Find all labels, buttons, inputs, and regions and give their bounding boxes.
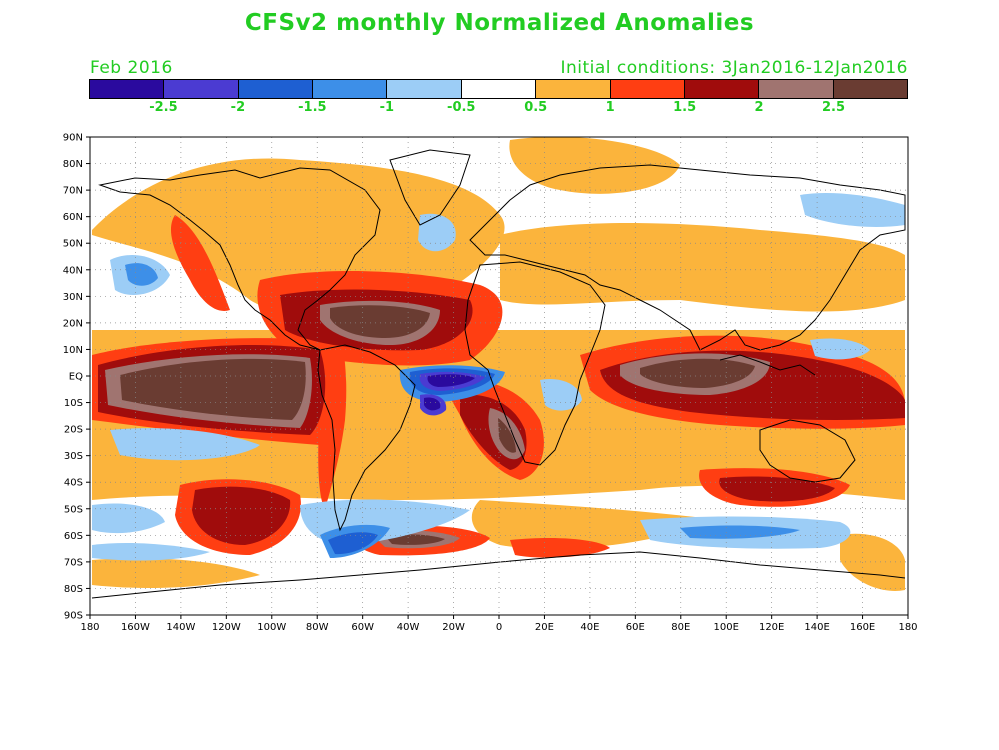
coastline-eurasia (469, 164, 906, 351)
color-scale-label: -2.5 (149, 100, 178, 115)
x-tick-label: 160E (850, 622, 875, 633)
color-scale-label: -1.5 (298, 100, 327, 115)
x-tick-label: 100E (714, 622, 739, 633)
x-tick-label: 180 (80, 622, 99, 633)
color-scale-label: -0.5 (447, 100, 476, 115)
x-tick-label: 120E (759, 622, 784, 633)
x-tick-label: 140W (166, 622, 195, 633)
color-scale-label: 2.5 (822, 100, 846, 115)
color-scale-bar (89, 79, 908, 99)
color-swatch (461, 80, 537, 98)
x-tick-label: 40E (580, 622, 599, 633)
color-swatch (610, 80, 685, 98)
map-title: CFSv2 monthly Normalized Anomalies (244, 10, 755, 36)
y-tick-label: 80N (63, 159, 83, 170)
y-tick-label: 20N (63, 318, 83, 329)
x-tick-label: 100W (257, 622, 286, 633)
x-tick-label: 0 (496, 622, 502, 633)
anomaly-map: 180 160W 140W 120W 100W 80W 60W 40W 20W 0 20E 40E 60… (63, 133, 918, 634)
color-scale-label: 2 (754, 100, 764, 115)
color-swatch (387, 80, 462, 98)
coastline-greenland (389, 149, 471, 226)
y-tick-label: 80S (64, 584, 83, 595)
longitude-ticks: 180 160W 140W 120W 100W 80W 60W 40W 20W 0 20E 40E 60… (80, 615, 918, 633)
x-tick-label: 20W (442, 622, 465, 633)
y-tick-label: 70N (63, 186, 83, 197)
latitude-ticks: 90N 80N 70N 60N 50N 40N 30N 20N 10N EQ 10S 20S 30S 40… (63, 133, 90, 622)
coastline-antarctica (91, 551, 906, 599)
color-swatch (833, 80, 907, 98)
anomaly-dark-brown (120, 305, 755, 545)
coastlines (91, 149, 906, 599)
y-tick-label: 50N (63, 239, 83, 250)
x-tick-label: 80W (306, 622, 329, 633)
x-tick-label: 60E (626, 622, 645, 633)
color-swatch (164, 80, 239, 98)
coastline-north-america (98, 167, 381, 351)
y-tick-label: 60N (63, 212, 83, 223)
initial-conditions-label: Initial conditions: 3Jan2016-12Jan2016 (560, 58, 908, 78)
y-tick-label: 10N (63, 345, 83, 356)
y-tick-label: 30N (63, 292, 83, 303)
x-tick-label: 180 (898, 622, 917, 633)
color-scale-label: 1 (605, 100, 615, 115)
y-tick-label: 60S (64, 531, 83, 542)
x-tick-label: 80E (671, 622, 690, 633)
y-tick-label: 90N (63, 133, 83, 144)
forecast-month-label: Feb 2016 (90, 58, 173, 78)
color-scale-label: -2 (230, 100, 246, 115)
x-tick-label: 120W (212, 622, 241, 633)
y-tick-label: 50S (64, 504, 83, 515)
color-swatch (238, 80, 314, 98)
y-tick-label: 40N (63, 265, 83, 276)
anomaly-field (90, 137, 908, 615)
x-tick-label: 60W (351, 622, 374, 633)
color-scale-label: 0.5 (524, 100, 548, 115)
x-tick-label: 20E (535, 622, 554, 633)
y-tick-label: 40S (64, 478, 83, 489)
color-swatch (313, 80, 388, 98)
y-tick-label: 70S (64, 557, 83, 568)
color-swatch (536, 80, 611, 98)
coastline-south-america (317, 344, 416, 532)
x-tick-label: 160W (121, 622, 150, 633)
color-swatch (90, 80, 165, 98)
coastline-maritime (719, 354, 816, 376)
color-swatch (684, 80, 760, 98)
color-scale-labels: -2.5 -2 -1.5 -1 -0.5 0.5 1 1.5 2 2.5 (89, 100, 908, 118)
x-tick-label: 140E (804, 622, 829, 633)
x-tick-label: 40W (397, 622, 420, 633)
color-scale-label: -1 (379, 100, 395, 115)
y-tick-label: 90S (64, 611, 83, 622)
y-tick-label: EQ (69, 372, 83, 383)
y-tick-label: 20S (64, 425, 83, 436)
coastline-australia (759, 419, 856, 483)
y-tick-label: 10S (64, 398, 83, 409)
anomaly-deep-violet (424, 374, 475, 411)
y-tick-label: 30S (64, 451, 83, 462)
coastline-africa (464, 261, 606, 466)
color-scale-label: 1.5 (673, 100, 697, 115)
color-swatch (759, 80, 834, 98)
